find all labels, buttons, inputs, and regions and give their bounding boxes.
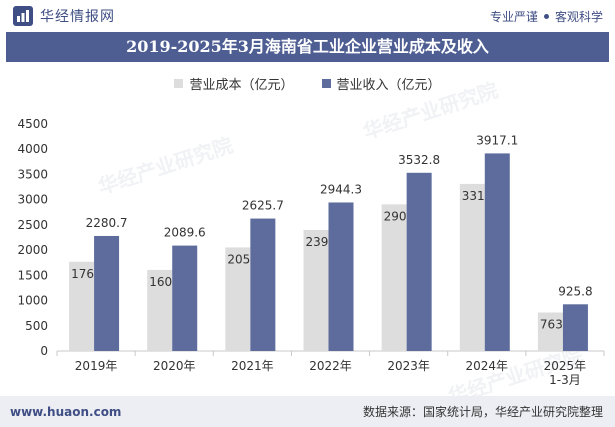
bar-cost bbox=[147, 269, 173, 351]
top-bar: 华经情报网 专业严谨 客观科学 bbox=[0, 0, 615, 32]
y-tick-label: 1500 bbox=[17, 268, 48, 282]
x-tick-label: 1-3月 bbox=[549, 373, 581, 387]
x-tick-label: 2019年 bbox=[75, 359, 118, 373]
x-tick-label: 2021年 bbox=[231, 359, 274, 373]
bar-revenue bbox=[94, 235, 120, 351]
brand: 华经情报网 bbox=[12, 5, 115, 27]
slogan-right: 客观科学 bbox=[554, 9, 603, 24]
data-label-revenue: 2625.7 bbox=[242, 199, 284, 213]
y-tick-label: 4500 bbox=[17, 117, 48, 131]
x-tick-label: 2020年 bbox=[153, 359, 196, 373]
y-tick-label: 2000 bbox=[17, 243, 48, 257]
legend-swatch-cost bbox=[174, 79, 184, 88]
bar-cost bbox=[537, 312, 563, 351]
chart-legend: 营业成本（亿元） 营业收入（亿元） bbox=[0, 74, 615, 93]
y-tick-label: 2500 bbox=[17, 218, 48, 232]
x-tick-label: 2024年 bbox=[466, 359, 509, 373]
bar-cost bbox=[381, 204, 407, 351]
bar-revenue bbox=[562, 304, 588, 351]
y-tick-label: 500 bbox=[25, 319, 48, 333]
bar-cost bbox=[69, 261, 95, 351]
huajing-logo-icon bbox=[13, 6, 33, 26]
y-tick-label: 3500 bbox=[17, 167, 48, 181]
data-label-revenue: 3532.8 bbox=[398, 153, 440, 167]
y-tick-label: 3000 bbox=[17, 193, 48, 207]
chart-title: 2019-2025年3月海南省工业企业营业成本及收入 bbox=[6, 32, 609, 62]
x-tick-label: 2023年 bbox=[387, 359, 430, 373]
data-label-revenue: 2089.6 bbox=[164, 226, 206, 240]
bar-chart: 0 500 1000 1500 2000 2500 3000 3500 4000 4500 1769… bbox=[17, 117, 605, 387]
y-tick-label: 1000 bbox=[17, 294, 48, 308]
x-tick-label: 2022年 bbox=[309, 359, 352, 373]
bar-revenue bbox=[328, 202, 354, 351]
bar-cost bbox=[225, 247, 251, 351]
data-label-revenue: 3917.1 bbox=[476, 133, 518, 147]
bar-revenue bbox=[484, 153, 510, 351]
y-tick-label: 4000 bbox=[17, 142, 48, 156]
data-label-revenue: 925.8 bbox=[558, 284, 592, 298]
data-label-revenue: 2944.3 bbox=[320, 182, 362, 196]
brand-name: 华经情报网 bbox=[40, 9, 115, 25]
y-tick-label: 0 bbox=[40, 344, 48, 358]
legend-label-cost: 营业成本（亿元） bbox=[189, 78, 294, 93]
slogan: 专业严谨 客观科学 bbox=[490, 8, 603, 25]
bar-cost bbox=[459, 183, 485, 351]
legend-item-cost: 营业成本（亿元） bbox=[174, 74, 294, 93]
legend-swatch-revenue bbox=[321, 79, 331, 88]
x-tick-label: 2025年 bbox=[544, 359, 587, 373]
legend-label-revenue: 营业收入（亿元） bbox=[336, 78, 441, 93]
footer: www.huaon.com 数据来源：国家统计局，华经产业研究院整理 bbox=[0, 396, 615, 427]
footer-source: 数据来源：国家统计局，华经产业研究院整理 bbox=[362, 405, 603, 419]
slogan-dot bbox=[543, 13, 549, 19]
slogan-left: 专业严谨 bbox=[489, 9, 538, 24]
legend-item-revenue: 营业收入（亿元） bbox=[321, 74, 441, 93]
bar-revenue bbox=[172, 245, 198, 351]
bar-revenue bbox=[250, 218, 276, 351]
bar-revenue bbox=[406, 172, 432, 351]
bar-cost bbox=[303, 229, 329, 351]
data-label-revenue: 2280.7 bbox=[86, 216, 128, 230]
footer-url[interactable]: www.huaon.com bbox=[10, 404, 122, 419]
data-label-cost: 1769 bbox=[71, 267, 102, 281]
